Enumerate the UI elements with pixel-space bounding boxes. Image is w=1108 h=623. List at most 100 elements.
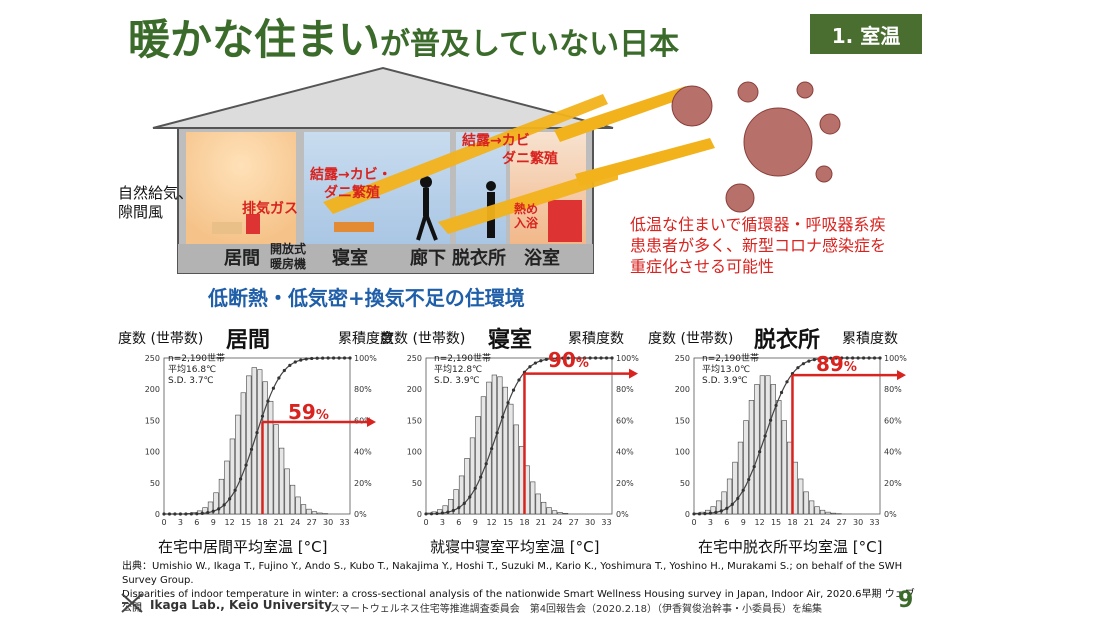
person-head	[420, 176, 432, 188]
x-axis-caption: 在宅中居間平均室温 [°C]	[158, 538, 328, 556]
cumulative-point	[851, 356, 855, 360]
x-tick-label: 12	[225, 518, 235, 527]
condensation-bedroom-line1: 結露→カビ・	[310, 167, 392, 183]
source-line1: 出典：Umishio W., Ikaga T., Fujino Y., Ando…	[122, 561, 903, 586]
cumulative-point	[162, 512, 166, 516]
heater	[246, 214, 260, 234]
y-axis-label-right: 累積度数	[842, 331, 898, 347]
cumulative-point	[812, 358, 816, 362]
histogram-bar	[540, 501, 547, 515]
percent-value: 90	[548, 348, 576, 372]
histogram-bar	[491, 374, 498, 515]
condensation-bedroom-line2: ダニ繁殖	[324, 185, 380, 201]
y2-tick-label: 100%	[884, 354, 907, 363]
person-leg-right	[424, 213, 438, 241]
cumulative-point	[539, 359, 543, 363]
x-tick-label: 18	[519, 518, 529, 527]
x-tick-label: 27	[569, 518, 579, 527]
condensation-bath-line2: ダニ繁殖	[502, 151, 558, 167]
source-line2: Disparities of indoor temperature in win…	[122, 589, 915, 614]
y-tick-label: 50	[150, 479, 160, 488]
cumulative-point	[856, 356, 860, 360]
cumulative-point	[872, 356, 877, 360]
histogram-bar	[278, 447, 285, 515]
y2-tick-label: 0%	[616, 510, 629, 519]
cumulative-point	[435, 511, 439, 516]
x-axis-caption: 就寝中寝室平均室温 [°C]	[430, 538, 600, 556]
y-axis-label-left: 度数 (世帯数)	[380, 331, 466, 347]
histogram-chart: 0 50 100 150 200 250 0% 20% 40% 60% 80% 100% 0 3 6 9 12 1…	[675, 354, 908, 527]
y2-tick-label: 40%	[354, 448, 372, 457]
x-axis-caption: 在宅中脱衣所平均室温 [°C]	[698, 538, 883, 556]
cumulative-point	[506, 401, 510, 405]
cumulative-point	[424, 512, 428, 516]
cumulative-point	[282, 368, 286, 373]
cumulative-point	[785, 380, 789, 384]
y-tick-label: 100	[145, 448, 160, 457]
histogram-bar	[207, 501, 214, 515]
y-tick-label: 0	[417, 510, 422, 519]
cumulative-point	[217, 507, 221, 511]
cumulative-point	[315, 356, 319, 360]
cumulative-point	[321, 356, 325, 360]
x-tick-label: 6	[724, 518, 729, 527]
cumulative-point	[326, 356, 330, 360]
y2-tick-label: 60%	[616, 416, 634, 425]
cumulative-point	[714, 510, 718, 514]
cold-air-arrow-2	[438, 165, 618, 234]
y2-tick-label: 0%	[884, 510, 897, 519]
title-rest: が普及していない日本	[380, 27, 680, 62]
cumulative-point	[550, 357, 554, 361]
virus-icon	[819, 113, 841, 135]
x-tick-label: 9	[211, 518, 216, 527]
cumulative-point	[845, 356, 849, 360]
histogram-bar	[798, 478, 804, 515]
x-tick-label: 18	[787, 518, 797, 527]
room-label-dressing: 脱衣所	[452, 248, 506, 269]
cumulative-point	[725, 506, 729, 510]
cumulative-point	[479, 475, 483, 479]
virus-icon	[737, 81, 759, 103]
histogram-title: 脱衣所	[754, 328, 821, 353]
x-tick-label: 0	[691, 518, 696, 527]
histogram-bar	[300, 504, 307, 515]
arrow-ext-2	[575, 138, 715, 186]
cumulative-point	[342, 356, 347, 360]
cumulative-point	[195, 512, 199, 516]
stat-n: n=2,190世帯	[702, 354, 760, 364]
cumulative-point	[173, 512, 177, 516]
cumulative-point	[533, 361, 538, 365]
condensation-label-bath: 結露→カビ ダニ繁殖	[462, 132, 558, 168]
cumulative-point	[692, 512, 696, 516]
cumulative-point	[779, 390, 784, 395]
cumulative-point	[244, 463, 248, 467]
cumulative-point	[747, 477, 751, 482]
percent-value: 89	[816, 352, 844, 376]
y2-tick-label: 80%	[616, 385, 634, 394]
histogram-bar	[513, 424, 519, 515]
stat-mean: 平均12.8℃	[434, 365, 483, 375]
y2-tick-label: 40%	[616, 448, 634, 457]
natural-air-label: 自然給気、 隙間風	[118, 184, 193, 222]
y-tick-label: 0	[155, 510, 160, 519]
y-axis-label-left: 度数 (世帯数)	[118, 331, 204, 347]
cumulative-point	[593, 356, 598, 360]
x-tick-label: 0	[423, 518, 428, 527]
histogram-bar	[715, 500, 722, 515]
section-tag: 1. 室温	[810, 14, 922, 54]
person-leg-left	[416, 213, 428, 241]
histogram-bar	[284, 468, 290, 515]
cumulative-point	[331, 356, 336, 360]
heater-line1: 開放式	[270, 242, 307, 256]
histogram-bar	[557, 512, 563, 515]
histogram-bar	[546, 507, 552, 515]
histogram-bar	[710, 506, 716, 515]
stat-mean: 平均13.0℃	[702, 365, 751, 375]
y-tick-label: 150	[407, 416, 422, 425]
cumulative-point	[271, 386, 276, 390]
cumulative-point	[211, 509, 215, 513]
virus-icon	[815, 165, 833, 183]
histogram-bar	[508, 403, 514, 515]
plot-frame	[425, 357, 613, 515]
histogram-bar	[240, 392, 246, 515]
